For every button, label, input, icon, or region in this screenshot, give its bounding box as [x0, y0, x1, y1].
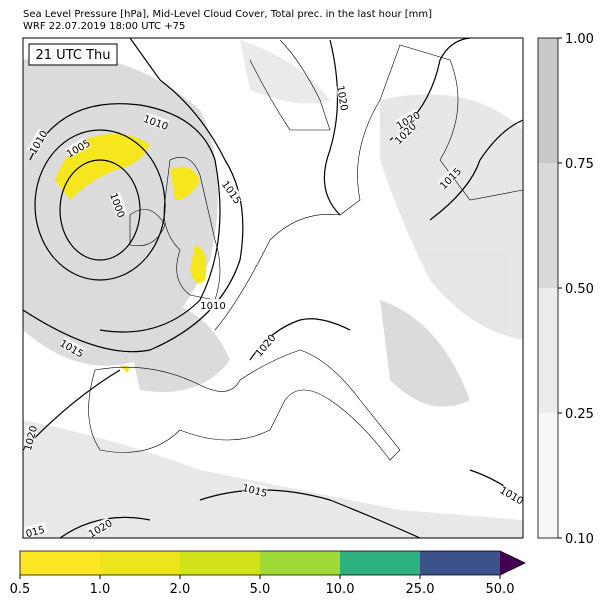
- isobar-label-bg: [26, 128, 49, 155]
- cloud-tick-label: 0.25: [565, 407, 594, 422]
- precip-band: [340, 551, 420, 575]
- isobar-label-bg: [335, 85, 351, 111]
- isobar-label: 015: [25, 525, 46, 541]
- precip-tick-label: 0.5: [10, 582, 31, 597]
- precip-band: [20, 551, 100, 575]
- precip-band: [260, 551, 340, 575]
- isobar-label-bg: [221, 178, 244, 205]
- cloud-band: [538, 38, 558, 163]
- precip-band: [100, 551, 180, 575]
- isobar-label: 1010: [200, 301, 225, 312]
- isobar-label-bg: [394, 108, 421, 131]
- cloud-tick-label: 0.50: [565, 282, 594, 297]
- precip-frame: [19, 550, 526, 576]
- isobar-label-bg: [86, 516, 113, 539]
- precip-tick-label: 50.0: [486, 582, 515, 597]
- precip-band: [420, 551, 500, 575]
- title: Sea Level Pressure [hPa], Mid-Level Clou…: [23, 9, 432, 20]
- precip-band: [180, 551, 260, 575]
- time-label: 21 UTC Thu: [36, 48, 111, 63]
- isobar-label-bg: [109, 191, 128, 218]
- cloud-tick-label: 1.00: [565, 32, 594, 47]
- cloud-band: [538, 413, 558, 538]
- precip-tick-label: 5.0: [250, 582, 271, 597]
- isobar-label-bg: [64, 136, 91, 159]
- isobar-label-bg: [242, 481, 269, 498]
- cloud-band: [538, 288, 558, 413]
- cloud-tick-label: 0.75: [565, 157, 594, 172]
- cloud-colorbar: 0.10 0.25 0.50 0.75 1.00: [537, 32, 594, 547]
- isobar-label-bg: [201, 299, 225, 310]
- precip-tick-label: 1.0: [90, 582, 111, 597]
- isobar-label-bg: [21, 522, 48, 539]
- map-frame: [22, 37, 524, 539]
- isobar-label-bg: [252, 331, 277, 358]
- coastlines: [88, 39, 523, 461]
- cloud-band: [538, 163, 558, 288]
- precip-colorbar: 0.5 1.0 2.0 5.0 10.0 25.0 50.0: [10, 550, 526, 597]
- isobar-label: 1020: [334, 85, 349, 112]
- precip-tick-label: 10.0: [326, 582, 355, 597]
- precip-tick-label: 2.0: [170, 582, 191, 597]
- time-label-box: [28, 43, 118, 66]
- cloud-tick-label: 0.10: [565, 532, 594, 547]
- precip-extend: [500, 551, 525, 575]
- isobar-label-bg: [59, 336, 86, 359]
- precip-tick-label: 25.0: [406, 582, 435, 597]
- isobar-label-bg: [21, 424, 38, 451]
- isobar-label-bg: [143, 112, 170, 131]
- subtitle: WRF 22.07.2019 18:00 UTC +75: [23, 21, 185, 32]
- isobar-label-bg: [392, 120, 418, 146]
- isobar-label-bg: [437, 165, 463, 191]
- isobar-label-bg: [499, 483, 526, 506]
